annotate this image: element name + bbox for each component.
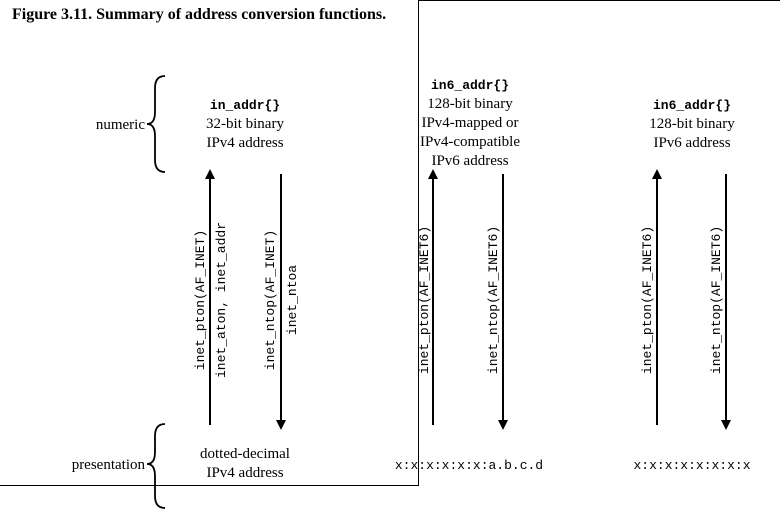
col1-down-func: inet_ntop(AF_INET) xyxy=(263,230,278,370)
col2-up-func: inet_pton(AF_INET6) xyxy=(417,226,432,374)
col1-struct-name: in_addr{} xyxy=(210,98,280,113)
col3-desc-line: IPv6 address xyxy=(653,135,730,151)
col2-desc-line: 128-bit binary xyxy=(427,96,513,112)
frame-bottom-line xyxy=(0,485,419,486)
col2-desc-line: IPv4-mapped or xyxy=(421,115,518,131)
numeric-brace xyxy=(146,75,166,173)
col1-down-func: inet_ntoa xyxy=(285,265,300,335)
col2-desc-line: IPv4-compatible xyxy=(420,134,520,150)
frame-vertical-line xyxy=(418,0,419,486)
col2-desc-line: IPv6 address xyxy=(431,153,508,169)
figure-title: Figure 3.11. Summary of address conversi… xyxy=(12,6,387,23)
col1-desc-line: 32-bit binary xyxy=(206,116,284,132)
numeric-label: numeric xyxy=(96,117,145,133)
frame-top-line xyxy=(418,0,780,1)
presentation-brace xyxy=(146,423,166,509)
col1-desc-line: IPv4 address xyxy=(206,135,283,151)
col2-presentation: x:x:x:x:x:x:a.b.c.d xyxy=(395,458,543,473)
col2-down-func: inet_ntop(AF_INET6) xyxy=(486,226,501,374)
col1-up-func: inet_aton, inet_addr xyxy=(214,222,229,378)
col1-presentation-line: dotted-decimal xyxy=(200,446,290,462)
col3-desc-line: 128-bit binary xyxy=(649,116,735,132)
col2-struct-name: in6_addr{} xyxy=(431,78,509,93)
col3-struct-name: in6_addr{} xyxy=(653,98,731,113)
presentation-label: presentation xyxy=(72,457,146,473)
col3-up-func: inet_pton(AF_INET6) xyxy=(640,226,655,374)
col1-up-func: inet_pton(AF_INET) xyxy=(193,230,208,370)
col1-presentation-line: IPv4 address xyxy=(206,465,283,481)
col3-presentation: x:x:x:x:x:x:x:x xyxy=(633,458,750,473)
col3-down-func: inet_ntop(AF_INET6) xyxy=(709,226,724,374)
